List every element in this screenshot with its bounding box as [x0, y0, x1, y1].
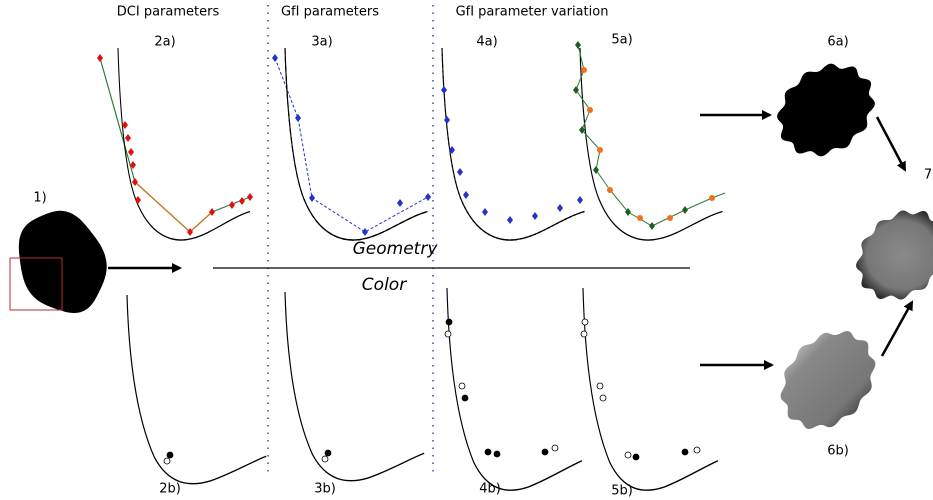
panel-label: 6a): [827, 35, 848, 50]
curve: [582, 287, 719, 491]
curve: [579, 47, 724, 241]
panel-label: 4b): [479, 482, 501, 497]
section-color: Color: [362, 275, 407, 295]
panel-label: 1): [33, 191, 46, 206]
curve: [126, 294, 267, 485]
panel-2a: [97, 47, 253, 241]
control-polygon: [274, 57, 429, 233]
panel-label: 3a): [311, 35, 332, 50]
curve: [284, 47, 429, 241]
points: [581, 67, 715, 221]
header-dci: DCI parameters: [117, 5, 220, 20]
control-polygon: [134, 181, 213, 233]
header-gfi: GfI parameters: [281, 5, 379, 20]
shape-7: [856, 210, 933, 300]
panel-label: 6b): [827, 444, 849, 459]
curve: [283, 46, 429, 242]
panel-label: 5a): [611, 33, 632, 48]
curve: [441, 47, 586, 241]
shape-6b: [780, 331, 876, 429]
section-geometry: Geometry: [353, 239, 439, 259]
panel-label: 2a): [154, 35, 175, 50]
panel-3a: [272, 46, 431, 242]
panel-label: 4a): [476, 35, 497, 50]
points: [97, 54, 253, 236]
curve: [117, 47, 251, 241]
curve: [440, 46, 586, 242]
panel-label: 2b): [159, 482, 181, 497]
header-variation: GfI parameter variation: [456, 5, 609, 20]
color-points: [163, 318, 701, 465]
arrows: [108, 110, 914, 370]
panel-4a: [440, 46, 586, 242]
control-polygon: [99, 57, 251, 233]
curve: [446, 287, 583, 491]
curve: [284, 291, 425, 482]
panel-5a: [573, 41, 726, 241]
panel-label: 5b): [611, 484, 633, 499]
shape-input: [18, 210, 107, 313]
shape-6a: [777, 63, 875, 157]
panel-label: 3b): [314, 482, 336, 497]
panel-label: 7: [924, 168, 932, 183]
points: [573, 41, 688, 230]
highlight-box: [9, 257, 63, 311]
